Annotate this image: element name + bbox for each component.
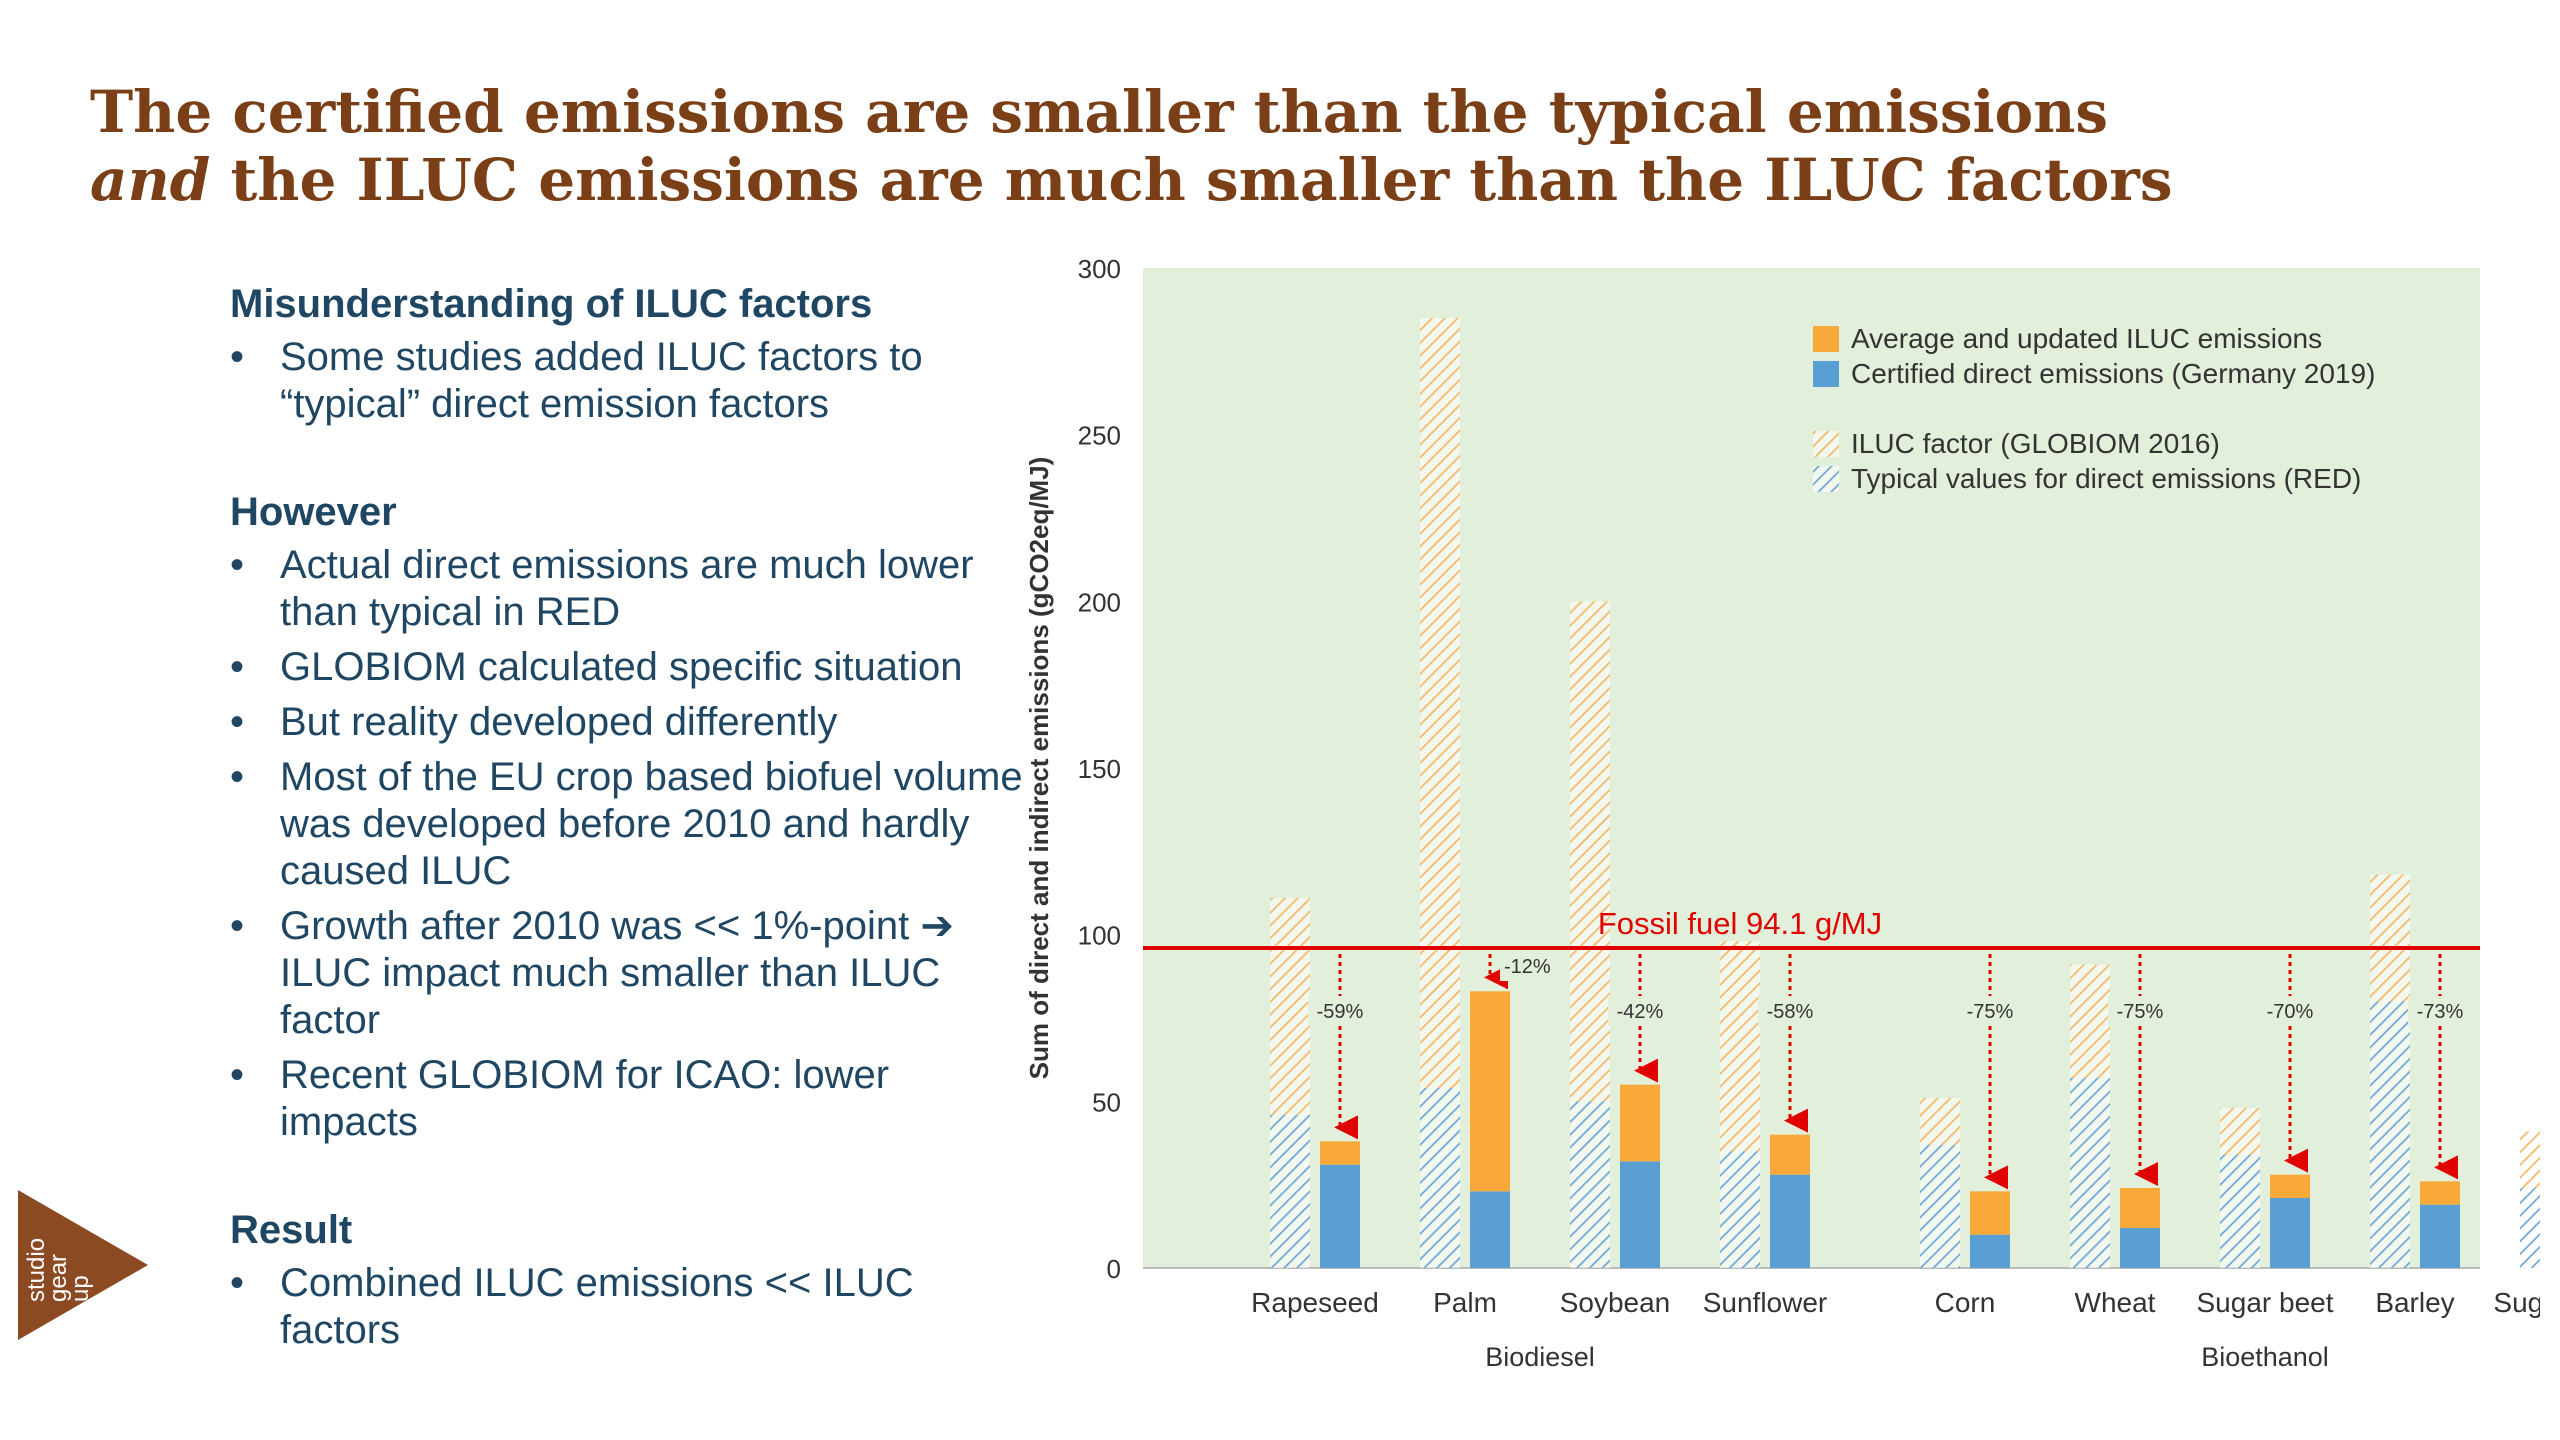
reduction-label: -12%: [1504, 956, 1551, 978]
bar-iluc-factor: [1420, 318, 1460, 1088]
bullet-item: Actual direct emissions are much lower t…: [230, 542, 1030, 636]
bullet-item: But reality developed differently: [230, 699, 1030, 746]
reduction-label: -70%: [2267, 1001, 2314, 1023]
bar-updated-iluc: [1970, 1191, 2010, 1235]
section-heading-result: Result: [230, 1208, 353, 1252]
bullet-item: Recent GLOBIOM for ICAO: lower impacts: [230, 1052, 1030, 1146]
reduction-label: -73%: [2417, 1001, 2464, 1023]
legend-label: Average and updated ILUC emissions: [1851, 323, 2322, 354]
x-group-label: Biodiesel: [1485, 1342, 1595, 1372]
section-heading-misunderstanding: Misunderstanding of ILUC factors: [230, 282, 873, 326]
x-category-label: Wheat: [2075, 1287, 2156, 1318]
bar-typical-direct: [1720, 1151, 1760, 1268]
bar-typical-direct: [1420, 1088, 1460, 1268]
bar-iluc-factor: [1920, 1098, 1960, 1145]
x-category-label: Soybean: [1560, 1287, 1671, 1318]
bar-iluc-factor: [1270, 898, 1310, 1115]
bar-iluc-factor: [1720, 941, 1760, 1152]
y-tick-label: 100: [1078, 921, 1121, 951]
reduction-label: -75%: [2117, 1001, 2164, 1023]
bar-updated-iluc: [2420, 1181, 2460, 1205]
bar-certified-direct: [1320, 1164, 1360, 1268]
reduction-label: -42%: [1617, 1001, 1664, 1023]
reduction-label: -58%: [1767, 1001, 1814, 1023]
studio-gear-up-logo: studio gear up: [18, 1190, 148, 1340]
bullet-item: Growth after 2010 was << 1%-point ➔ ILUC…: [230, 903, 1030, 1044]
legend-swatch: [1813, 466, 1839, 492]
title-line-2: and the ILUC emissions are much smaller …: [90, 146, 2173, 214]
reduction-label: -75%: [1967, 1001, 2014, 1023]
bullet-list-result: Combined ILUC emissions << ILUC factors: [230, 1260, 1030, 1354]
legend-swatch: [1813, 431, 1839, 457]
bullet-item: Most of the EU crop based biofuel volume…: [230, 754, 1030, 895]
bar-certified-direct: [2420, 1204, 2460, 1268]
bar-iluc-factor: [2220, 1108, 2260, 1155]
bar-typical-direct: [1270, 1114, 1310, 1268]
bullet-list-however: Actual direct emissions are much lower t…: [230, 542, 1030, 1146]
title-line-2-rest: the ILUC emissions are much smaller than…: [210, 146, 2173, 214]
logo-text-line: studio: [23, 1238, 50, 1302]
y-tick-label: 250: [1078, 421, 1121, 451]
emissions-chart: 0 50 100 150 200 250 300 Sum of direct and indi…: [1024, 254, 2540, 1372]
bar-typical-direct: [2520, 1188, 2540, 1268]
bar-updated-iluc: [1320, 1141, 1360, 1165]
logo-text-line: up: [67, 1275, 94, 1302]
bar-typical-direct: [1920, 1144, 1960, 1268]
reduction-label: -59%: [1317, 1001, 1364, 1023]
bar-certified-direct: [1620, 1161, 1660, 1268]
bar-updated-iluc: [1770, 1134, 1810, 1175]
bullet-item: GLOBIOM calculated specific situation: [230, 644, 1030, 691]
bar-certified-direct: [2270, 1198, 2310, 1268]
logo-triangle: [18, 1190, 148, 1340]
bullet-item: Combined ILUC emissions << ILUC factors: [230, 1260, 1030, 1354]
bullet-item: Some studies added ILUC factors to “typi…: [230, 334, 1030, 428]
x-category-label: Corn: [1935, 1287, 1996, 1318]
bullet-panel: Misunderstanding of ILUC factors Some st…: [230, 280, 1030, 1362]
legend-swatch: [1813, 326, 1839, 352]
bar-typical-direct: [2220, 1154, 2260, 1268]
bar-updated-iluc: [2120, 1188, 2160, 1228]
x-category-label: Barley: [2375, 1287, 2454, 1318]
legend-label: ILUC factor (GLOBIOM 2016): [1851, 428, 2220, 459]
y-tick-label: 200: [1078, 587, 1121, 617]
bullet-list-misunderstanding: Some studies added ILUC factors to “typi…: [230, 334, 1030, 428]
legend-label: Typical values for direct emissions (RED…: [1851, 463, 2361, 494]
fossil-reference-label: Fossil fuel 94.1 g/MJ: [1598, 906, 1882, 941]
y-tick-label: 0: [1107, 1254, 1121, 1284]
bar-updated-iluc: [1470, 991, 1510, 1192]
y-tick-label: 50: [1092, 1087, 1121, 1117]
x-category-label: Sugar beet: [2197, 1287, 2334, 1318]
bar-updated-iluc: [2270, 1174, 2310, 1198]
bar-certified-direct: [2120, 1228, 2160, 1268]
title-line-1: The certified emissions are smaller than…: [90, 78, 2109, 146]
title-emphasis: and: [90, 146, 211, 214]
slide-title: The certified emissions are smaller than…: [90, 78, 2173, 214]
bar-iluc-factor: [2070, 964, 2110, 1078]
legend-label: Certified direct emissions (Germany 2019…: [1851, 358, 2375, 389]
bar-iluc-factor: [1570, 601, 1610, 1102]
x-category-label: Sugar cane: [2493, 1287, 2540, 1318]
y-tick-label: 150: [1078, 754, 1121, 784]
y-tick-label: 300: [1078, 254, 1121, 284]
x-group-label: Bioethanol: [2201, 1342, 2329, 1372]
bar-typical-direct: [2370, 1001, 2410, 1268]
legend-swatch: [1813, 361, 1839, 387]
logo-text-line: gear: [45, 1254, 72, 1302]
section-heading-however: However: [230, 490, 397, 534]
x-category-label: Palm: [1433, 1287, 1497, 1318]
bar-iluc-factor: [2370, 874, 2410, 1002]
bar-typical-direct: [1570, 1101, 1610, 1268]
y-axis-label: Sum of direct and indirect emissions (gC…: [1024, 457, 1054, 1080]
bar-updated-iluc: [1620, 1084, 1660, 1162]
bar-iluc-factor: [2520, 1131, 2540, 1188]
bar-certified-direct: [1970, 1234, 2010, 1268]
bar-certified-direct: [1470, 1191, 1510, 1268]
x-category-label: Sunflower: [1703, 1287, 1828, 1318]
bar-certified-direct: [1770, 1174, 1810, 1268]
plot-area: [1143, 268, 2480, 1268]
x-category-label: Rapeseed: [1251, 1287, 1379, 1318]
bar-typical-direct: [2070, 1078, 2110, 1268]
